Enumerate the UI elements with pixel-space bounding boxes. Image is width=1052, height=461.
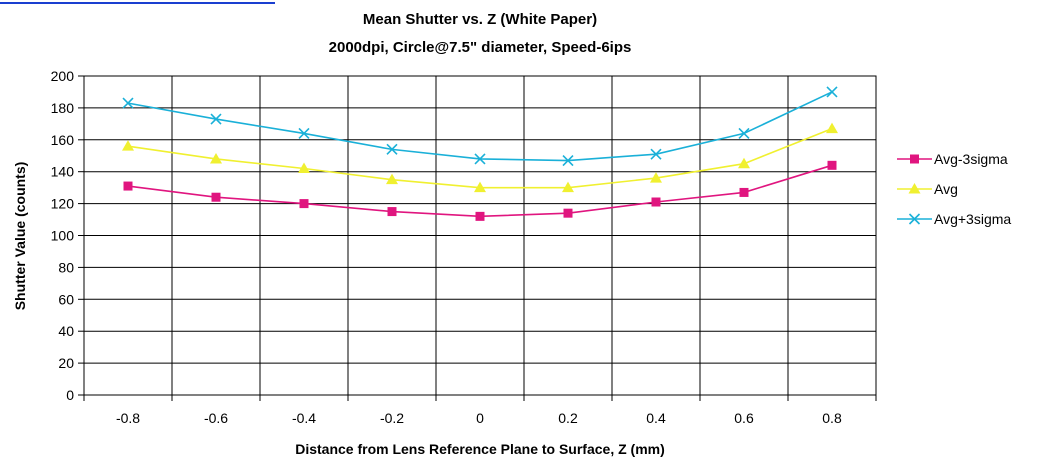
series-avg-3sigma (123, 160, 837, 221)
data-point-x (298, 127, 310, 139)
x-tick-label: 0.2 (558, 410, 578, 426)
data-point-triangle (386, 173, 398, 185)
x-tick-label: -0.2 (380, 410, 404, 426)
x-tick-label: 0.6 (734, 410, 754, 426)
y-tick-label: 120 (51, 196, 75, 212)
series-line (127, 91, 833, 162)
legend-item: Avg-3sigma (897, 151, 1008, 167)
data-point-x (826, 86, 838, 98)
legend-item: Avg+3sigma (897, 211, 1011, 227)
data-point-square (563, 208, 573, 218)
data-point-square (387, 207, 397, 217)
data-point-triangle (122, 140, 134, 151)
data-point-x (738, 127, 750, 139)
data-point-triangle (562, 181, 574, 193)
data-point-triangle (650, 172, 662, 183)
data-point-square (739, 187, 749, 197)
data-point-square (123, 181, 133, 191)
data-point-triangle (908, 183, 921, 194)
data-point-x (562, 154, 574, 167)
data-point-x (908, 213, 921, 225)
x-tick-label: 0 (476, 410, 484, 426)
chart-title: Mean Shutter vs. Z (White Paper) (363, 11, 597, 28)
y-tick-label: 180 (51, 100, 75, 116)
y-tick-label: 100 (51, 228, 75, 244)
legend-item: Avg (897, 181, 958, 197)
legend: Avg-3sigma Avg Avg+3sigma (897, 151, 1011, 227)
data-point-x (650, 148, 662, 160)
data-point-triangle (474, 181, 486, 193)
y-tick-label: 20 (58, 355, 74, 371)
x-tick-label: -0.8 (116, 410, 140, 426)
data-point-triangle (826, 122, 838, 134)
y-tick-label: 160 (51, 132, 75, 148)
x-tick-label: -0.4 (292, 410, 316, 426)
data-point-square (475, 211, 485, 221)
series-avg-3sigma (122, 86, 838, 167)
x-axis-title: Distance from Lens Reference Plane to Su… (295, 441, 665, 457)
data-point-triangle (298, 162, 310, 174)
data-point-triangle (738, 157, 750, 169)
x-tick-label: -0.6 (204, 410, 228, 426)
y-axis: 0 20 40 60 80 100 120 140 160 180 200 (51, 68, 84, 403)
x-tick-label: 0.4 (646, 410, 666, 426)
data-point-square (211, 192, 221, 202)
x-tick-label: 0.8 (822, 410, 842, 426)
y-tick-label: 200 (51, 68, 75, 84)
gridlines (84, 76, 876, 395)
data-point-x (474, 153, 486, 165)
legend-label: Avg+3sigma (934, 211, 1011, 227)
chart-subtitle: 2000dpi, Circle@7.5" diameter, Speed-6ip… (329, 39, 632, 56)
y-axis-title: Shutter Value (counts) (12, 162, 28, 311)
legend-label: Avg-3sigma (934, 151, 1008, 167)
y-tick-label: 0 (66, 387, 74, 403)
series-layer (122, 86, 838, 221)
y-tick-label: 140 (51, 164, 75, 180)
data-point-square (910, 154, 919, 164)
data-point-square (299, 199, 309, 209)
y-tick-label: 40 (58, 323, 74, 339)
series-avg (122, 122, 838, 193)
y-tick-label: 80 (58, 259, 74, 275)
data-point-x (386, 143, 398, 155)
data-point-square (827, 160, 837, 170)
legend-label: Avg (934, 181, 958, 197)
data-point-x (122, 97, 134, 109)
data-point-square (651, 197, 661, 207)
x-axis: -0.8 -0.6 -0.4 -0.2 0 0.2 0.4 0.6 0.8 (83, 395, 877, 426)
y-tick-label: 60 (58, 291, 74, 307)
data-point-x (210, 113, 222, 125)
data-point-triangle (210, 152, 222, 164)
